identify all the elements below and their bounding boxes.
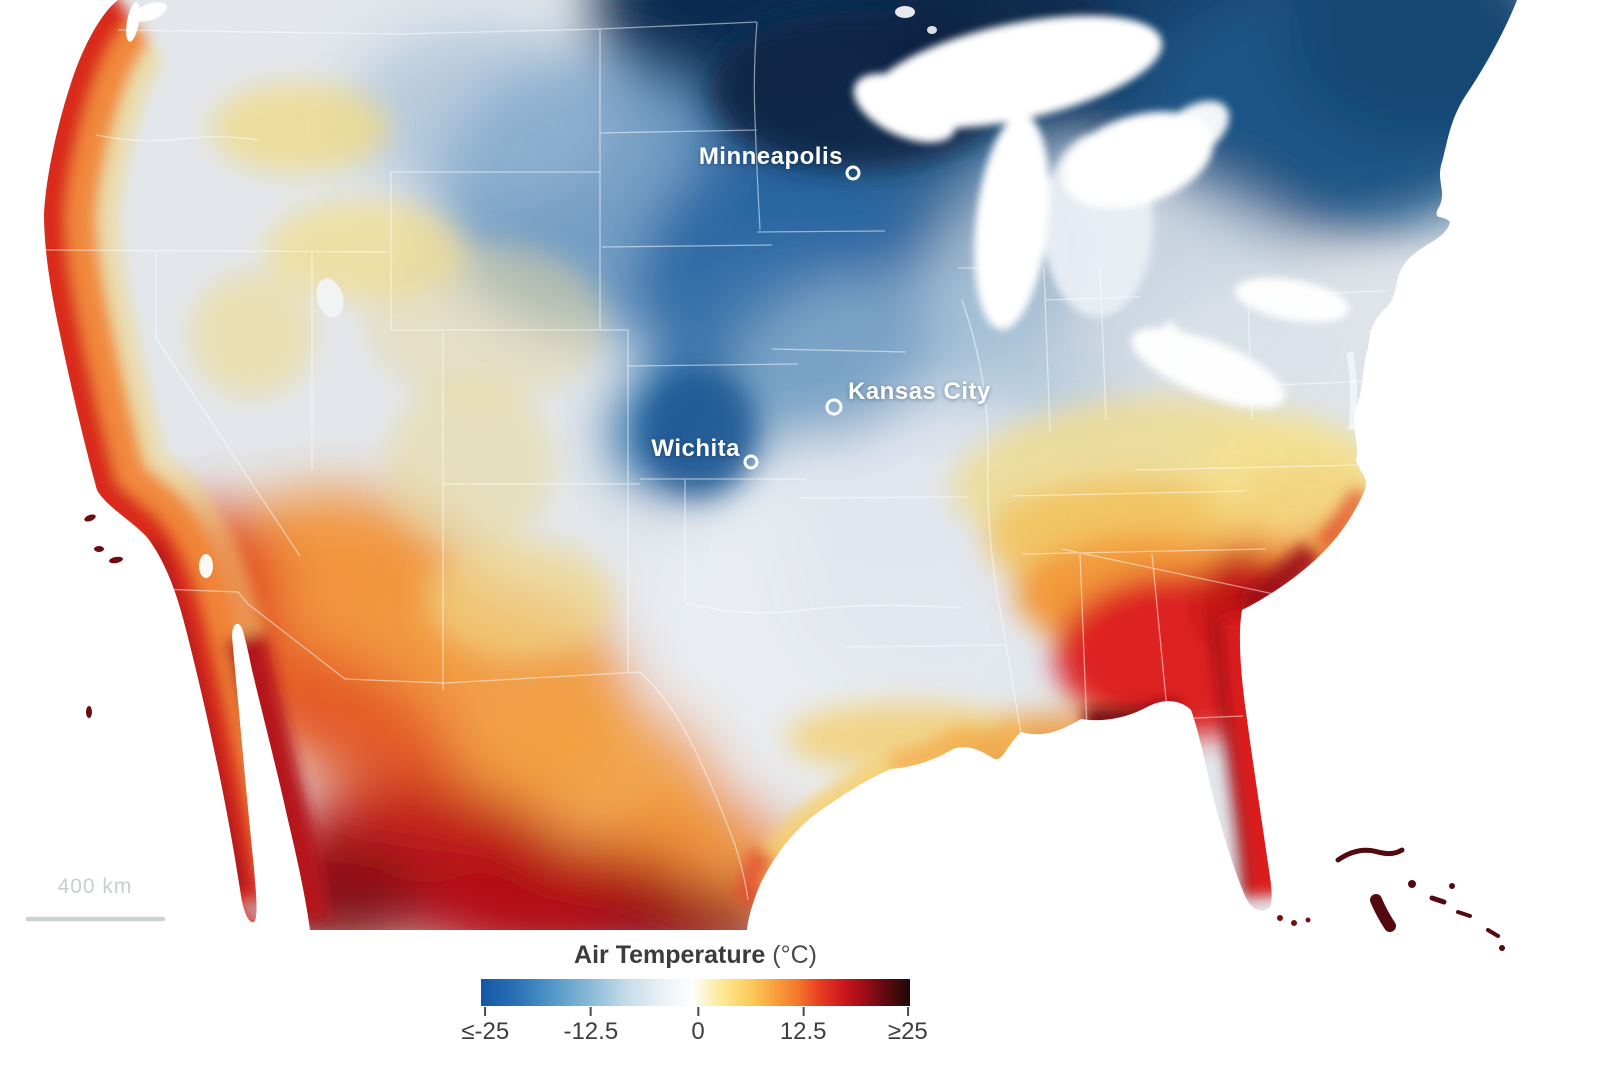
- border-lake: [927, 26, 937, 34]
- state-borders: [45, 21, 1387, 901]
- legend-title-unit: (°C): [772, 941, 817, 969]
- city-dot: [845, 165, 861, 181]
- city-dot: [743, 454, 759, 470]
- city-marker-kansas-city: Kansas City: [825, 378, 991, 416]
- offshore-islands: [84, 514, 1505, 951]
- scale-bar-label: 400 km: [58, 875, 133, 898]
- lake-ontario: [1234, 277, 1350, 323]
- cedros-island: [86, 706, 92, 718]
- city-label: Wichita: [651, 435, 740, 462]
- legend-tick-max: ≥25: [888, 1007, 928, 1046]
- tick-label: ≤-25: [461, 1018, 510, 1045]
- bahamas-islet: [1449, 883, 1455, 889]
- channel-island: [109, 556, 123, 564]
- city-marker-minneapolis: Minneapolis: [699, 143, 861, 181]
- chesapeake-bay: [1346, 351, 1358, 431]
- legend-title: Air Temperature (°C): [481, 941, 910, 970]
- florida-key: [1277, 915, 1283, 921]
- lake-erie: [1131, 328, 1285, 408]
- tick-mark: [484, 1007, 487, 1016]
- channel-island: [94, 546, 104, 552]
- city-dot: [825, 398, 843, 416]
- legend-tick-zero: 0: [691, 1007, 705, 1046]
- tick-mark: [906, 1007, 909, 1016]
- florida-key: [1305, 917, 1311, 923]
- city-marker-wichita: Wichita: [651, 435, 759, 470]
- great-lakes: [853, 15, 1350, 408]
- tick-label: 0: [691, 1018, 705, 1045]
- legend-title-text: Air Temperature: [574, 941, 766, 969]
- lake-superior-west: [853, 73, 957, 143]
- carolina-coast-red: [1315, 487, 1369, 552]
- south-texas-red: [734, 846, 777, 908]
- lake-michigan: [974, 114, 1050, 330]
- land-region: [44, 0, 1517, 930]
- bahamas-grand-bahama: [1335, 847, 1405, 863]
- strait-juan-de-fuca: [132, 2, 168, 22]
- bahamas-cat-island: [1456, 910, 1472, 918]
- city-label: Minneapolis: [699, 143, 843, 170]
- lake-of-the-woods: [895, 6, 915, 18]
- legend-tick-pos12: 12.5: [780, 1007, 827, 1046]
- georgian-bay: [1154, 100, 1230, 164]
- panhandle-maroon: [1084, 698, 1187, 738]
- tick-label: -12.5: [563, 1018, 619, 1045]
- legend-tick-neg12: -12.5: [563, 1007, 618, 1046]
- bahamas-islet: [1408, 880, 1416, 888]
- mexico-mainland-red: [224, 630, 330, 925]
- bahamas-andros: [1370, 894, 1396, 932]
- legend-tick-min: ≤-25: [461, 1007, 509, 1046]
- great-salt-lake: [316, 278, 344, 318]
- tick-mark: [589, 1007, 592, 1016]
- channel-island: [84, 514, 96, 522]
- bahamas-eleuthera: [1429, 895, 1447, 905]
- salton-sea: [199, 554, 213, 578]
- delaware-bay: [1369, 329, 1385, 362]
- georgia-coast-maroon: [1236, 542, 1322, 619]
- tick-label: 12.5: [779, 1018, 827, 1045]
- florida-key: [1291, 920, 1297, 926]
- scale-bar: 400 km: [25, 875, 166, 922]
- tick-mark: [697, 1007, 700, 1016]
- city-label: Kansas City: [848, 378, 991, 405]
- tick-label: ≥25: [887, 1018, 928, 1045]
- legend: Air Temperature (°C) ≤-25 -12.5 0 12.5 ≥2…: [461, 941, 928, 1049]
- bahamas-islet: [1499, 945, 1505, 951]
- lake-st-clair: [1162, 322, 1178, 338]
- legend-ticks: ≤-25 -12.5 0 12.5 ≥25: [461, 1007, 928, 1049]
- legend-color-bar: [481, 979, 910, 1006]
- bahamas-islet: [1486, 928, 1500, 938]
- tick-mark: [802, 1007, 805, 1016]
